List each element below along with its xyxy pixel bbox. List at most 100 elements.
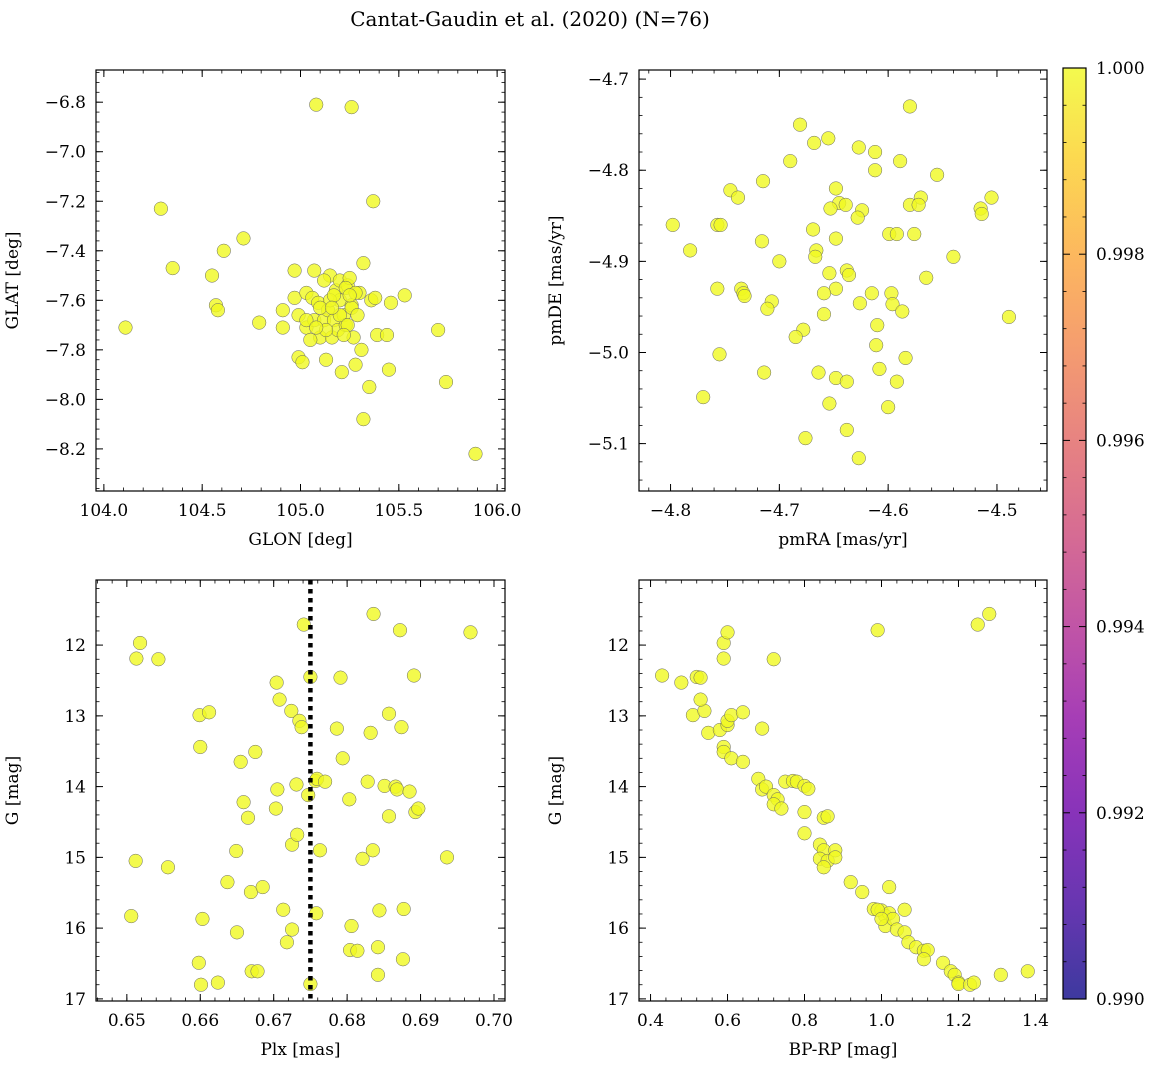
scatter-point [822, 266, 837, 281]
panel-glon-glat: 104.0 104.5 105.0 105.5 106.0 −6.8 −7.0 −7.2 −7.… [3, 69, 521, 550]
scatter-point [665, 217, 680, 232]
scatter-point [318, 774, 333, 789]
colorbar-tick-label: 0.990 [1096, 990, 1145, 1010]
scatter-point [395, 952, 410, 967]
scatter-point [868, 144, 883, 160]
plot-frame [638, 579, 1048, 1002]
scatter-point [284, 703, 299, 718]
plot-frame [95, 69, 506, 492]
scatter-point [229, 925, 245, 940]
scatter-point [1020, 964, 1035, 979]
scatter-point [839, 422, 854, 437]
scatter-point [808, 249, 823, 264]
scatter-point [735, 705, 750, 720]
x-tick-label: 0.70 [475, 1011, 513, 1031]
scatter-point [816, 860, 831, 875]
scatter-point [336, 327, 351, 343]
y-tick-label: 16 [607, 919, 629, 939]
y-tick-label: −7.8 [45, 341, 86, 361]
scatter-point [852, 296, 867, 311]
scatter-point [390, 782, 405, 797]
y-tick-label: 14 [64, 778, 86, 798]
scatter-point [295, 355, 310, 370]
scatter-points [124, 606, 478, 992]
scatter-point [366, 194, 381, 209]
scatter-point [716, 651, 731, 666]
scatter-point [766, 652, 781, 667]
scatter-point [993, 967, 1008, 982]
scatter-points [665, 99, 1016, 466]
x-axis-label: Plx [mas] [260, 1040, 340, 1060]
scatter-point [820, 809, 835, 824]
scatter-point [821, 131, 836, 146]
scatter-point [851, 451, 866, 466]
scatter-point [372, 903, 387, 918]
x-tick-label: 104.5 [178, 501, 227, 521]
plot-frame [638, 69, 1048, 492]
colorbar-tick-label: 1.000 [1096, 59, 1145, 79]
y-tick-label: −4.8 [588, 161, 629, 181]
scatter-point [970, 617, 985, 632]
y-tick-label: 15 [607, 848, 629, 868]
scatter-point [396, 901, 411, 917]
scatter-point [788, 329, 803, 345]
scatter-point [696, 390, 711, 405]
scatter-point [268, 801, 283, 816]
scatter-point [431, 322, 446, 338]
colorbar: 1.000 0.998 0.996 0.994 0.992 0.990 [1062, 59, 1145, 1010]
scatter-point [897, 902, 912, 917]
scatter-point [724, 708, 739, 723]
scatter-point [334, 365, 349, 380]
scatter-point [693, 670, 708, 685]
scatter-point [720, 625, 735, 640]
x-axis-label: BP-RP [mag] [789, 1040, 898, 1060]
scatter-points [118, 97, 483, 461]
scatter-point [712, 347, 727, 362]
y-tick-label: −7.6 [45, 291, 86, 311]
scatter-point [907, 226, 922, 242]
scatter-point [344, 918, 359, 934]
scatter-point [252, 315, 267, 330]
scatter-point [296, 617, 311, 632]
y-tick-label: 13 [607, 707, 629, 727]
y-tick-label: −5.1 [588, 435, 629, 455]
scatter-point [307, 263, 322, 278]
x-tick-label: −4.6 [868, 501, 909, 521]
scatter-point [348, 357, 363, 372]
scatter-point [397, 288, 412, 303]
x-tick-label: −4.7 [759, 501, 800, 521]
scatter-point [216, 243, 231, 258]
y-tick-label: 16 [64, 919, 86, 939]
y-tick-label: −4.7 [588, 70, 629, 90]
scatter-point [755, 721, 770, 736]
scatter-point [982, 606, 997, 622]
y-tick-label: 13 [64, 707, 86, 727]
scatter-point [916, 952, 931, 967]
scatter-point [828, 281, 843, 296]
scatter-point [864, 286, 879, 301]
scatter-point [911, 197, 926, 212]
scatter-point [392, 623, 408, 638]
scatter-point [250, 964, 265, 979]
scatter-point [851, 140, 866, 155]
y-tick-label: 15 [64, 848, 86, 868]
scatter-point [438, 374, 454, 390]
scatter-point [468, 446, 483, 461]
scatter-point [220, 875, 235, 890]
x-axis-label: pmRA [mas/yr] [778, 530, 907, 550]
scatter-point [930, 167, 945, 182]
x-tick-label: 0.8 [791, 1011, 818, 1031]
scatter-point [354, 342, 369, 357]
y-axis-label: G [mag] [3, 756, 23, 825]
scatter-point [153, 201, 168, 216]
scatter-point [735, 754, 750, 769]
scatter-point [693, 692, 708, 707]
scatter-point [210, 303, 225, 318]
scatter-point [701, 725, 716, 740]
scatter-point [811, 365, 826, 380]
scatter-point [797, 805, 812, 820]
scatter-point [381, 809, 397, 824]
y-tick-label: 14 [607, 778, 629, 798]
y-axis-label: pmDE [mas/yr] [546, 215, 566, 345]
